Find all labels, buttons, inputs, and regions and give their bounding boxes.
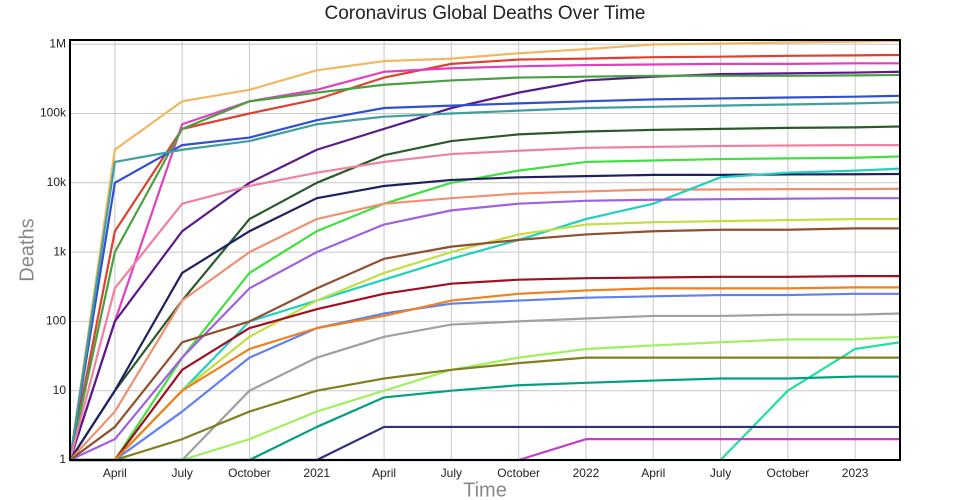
plot-frame bbox=[69, 39, 901, 461]
series-line bbox=[70, 167, 901, 462]
series-line bbox=[68, 144, 900, 461]
y-tick-label: 1k bbox=[53, 244, 67, 258]
x-tick-label: July bbox=[171, 466, 192, 480]
y-tick-label: 1 bbox=[59, 452, 66, 466]
x-tick-label: July bbox=[710, 466, 731, 480]
series-line bbox=[70, 335, 901, 462]
x-tick-label: 2021 bbox=[303, 466, 330, 480]
x-tick-label: 2022 bbox=[573, 466, 600, 480]
y-tick-label: 1M bbox=[49, 36, 66, 50]
series-line bbox=[69, 172, 901, 461]
series-line bbox=[70, 292, 900, 462]
series-line bbox=[69, 197, 900, 461]
series-line bbox=[70, 356, 900, 462]
series-line bbox=[70, 312, 901, 462]
series-line bbox=[68, 53, 901, 461]
series-line bbox=[68, 70, 901, 461]
series-line bbox=[69, 187, 901, 461]
x-tick-label: April bbox=[103, 466, 127, 480]
x-axis-label: Time bbox=[463, 479, 507, 500]
series-line bbox=[69, 227, 900, 461]
x-tick-label: October bbox=[497, 466, 540, 480]
series-line bbox=[68, 39, 901, 461]
x-tick-label: October bbox=[766, 466, 809, 480]
series-line bbox=[70, 155, 901, 462]
y-tick-label: 100k bbox=[40, 106, 67, 120]
x-tick-label: April bbox=[641, 466, 665, 480]
series-line bbox=[68, 101, 901, 461]
series-line bbox=[70, 275, 900, 462]
x-tick-label: April bbox=[372, 466, 396, 480]
x-tick-label: October bbox=[228, 466, 271, 480]
y-axis-label: Deaths bbox=[16, 218, 38, 281]
series-line bbox=[68, 94, 901, 461]
y-tick-label: 10k bbox=[47, 175, 67, 189]
series-line bbox=[68, 73, 901, 461]
series-line bbox=[69, 125, 901, 461]
chart-title: Coronavirus Global Deaths Over Time bbox=[324, 3, 645, 24]
series-line bbox=[68, 62, 900, 461]
series-line bbox=[70, 286, 900, 462]
y-tick-label: 10 bbox=[53, 383, 67, 397]
y-tick-label: 100 bbox=[46, 314, 66, 328]
x-tick-label: 2023 bbox=[842, 466, 869, 480]
x-tick-label: July bbox=[441, 466, 462, 480]
